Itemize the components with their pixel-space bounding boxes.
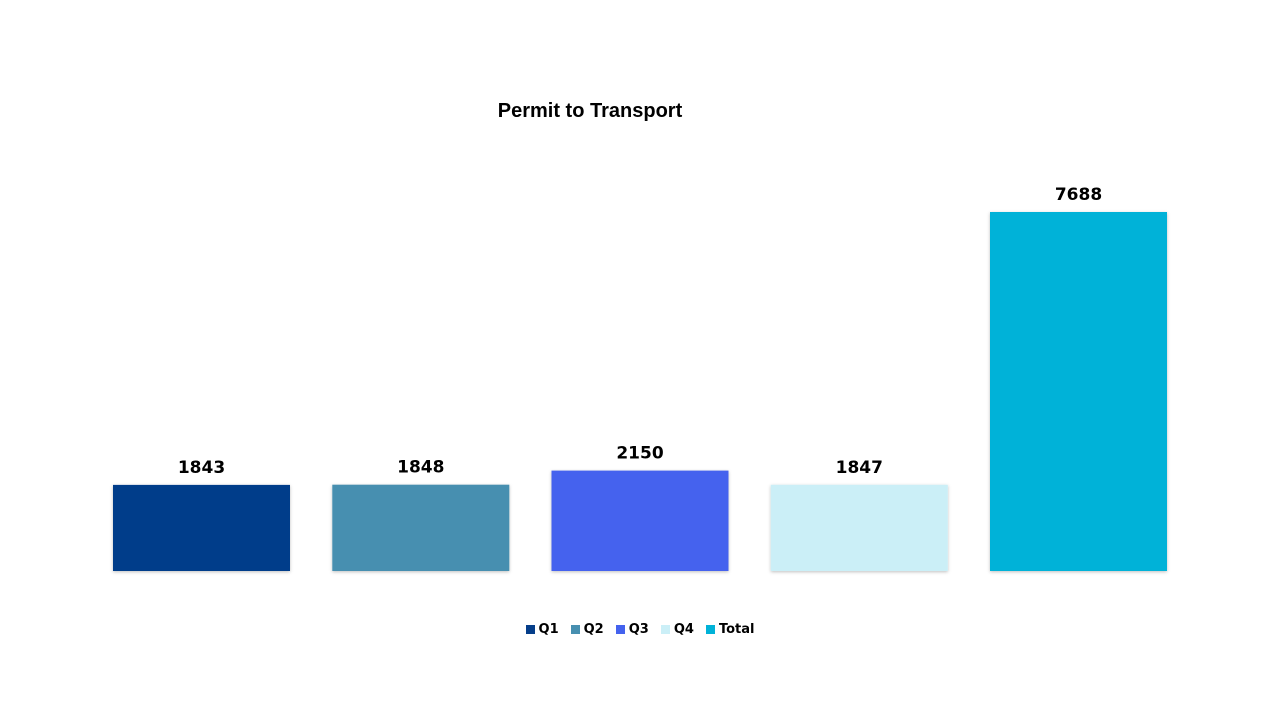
bar-q2	[332, 484, 510, 571]
legend-swatch	[615, 625, 625, 634]
legend-item-q2: Q2	[570, 622, 604, 637]
data-label-total: 7688	[1055, 185, 1102, 205]
legend-item-q4: Q4	[660, 622, 694, 637]
bar-q4	[770, 484, 948, 571]
bar-total	[990, 212, 1167, 571]
legend-label: Q3	[628, 622, 649, 637]
legend-label: Q1	[538, 622, 559, 637]
legend-label: Total	[718, 622, 755, 637]
legend-swatch	[705, 625, 715, 634]
legend-swatch	[525, 625, 535, 634]
legend-swatch	[660, 625, 670, 634]
chart-title: Permit to Transport	[497, 100, 683, 122]
bar-q3	[551, 470, 729, 571]
chart-legend: Q1 Q2 Q3 Q4 Total	[0, 622, 1280, 637]
legend-label: Q2	[583, 622, 604, 637]
data-label-q2: 1848	[397, 458, 444, 478]
legend-label: Q4	[673, 622, 694, 637]
data-label-q3: 2150	[616, 444, 663, 464]
data-label-q1: 1843	[178, 458, 225, 478]
legend-item-q1: Q1	[525, 622, 559, 637]
legend-swatch	[570, 625, 580, 634]
legend-item-q3: Q3	[615, 622, 649, 637]
legend-item-total: Total	[705, 622, 755, 637]
bar-q1	[113, 484, 290, 571]
data-label-q4: 1847	[836, 458, 883, 478]
